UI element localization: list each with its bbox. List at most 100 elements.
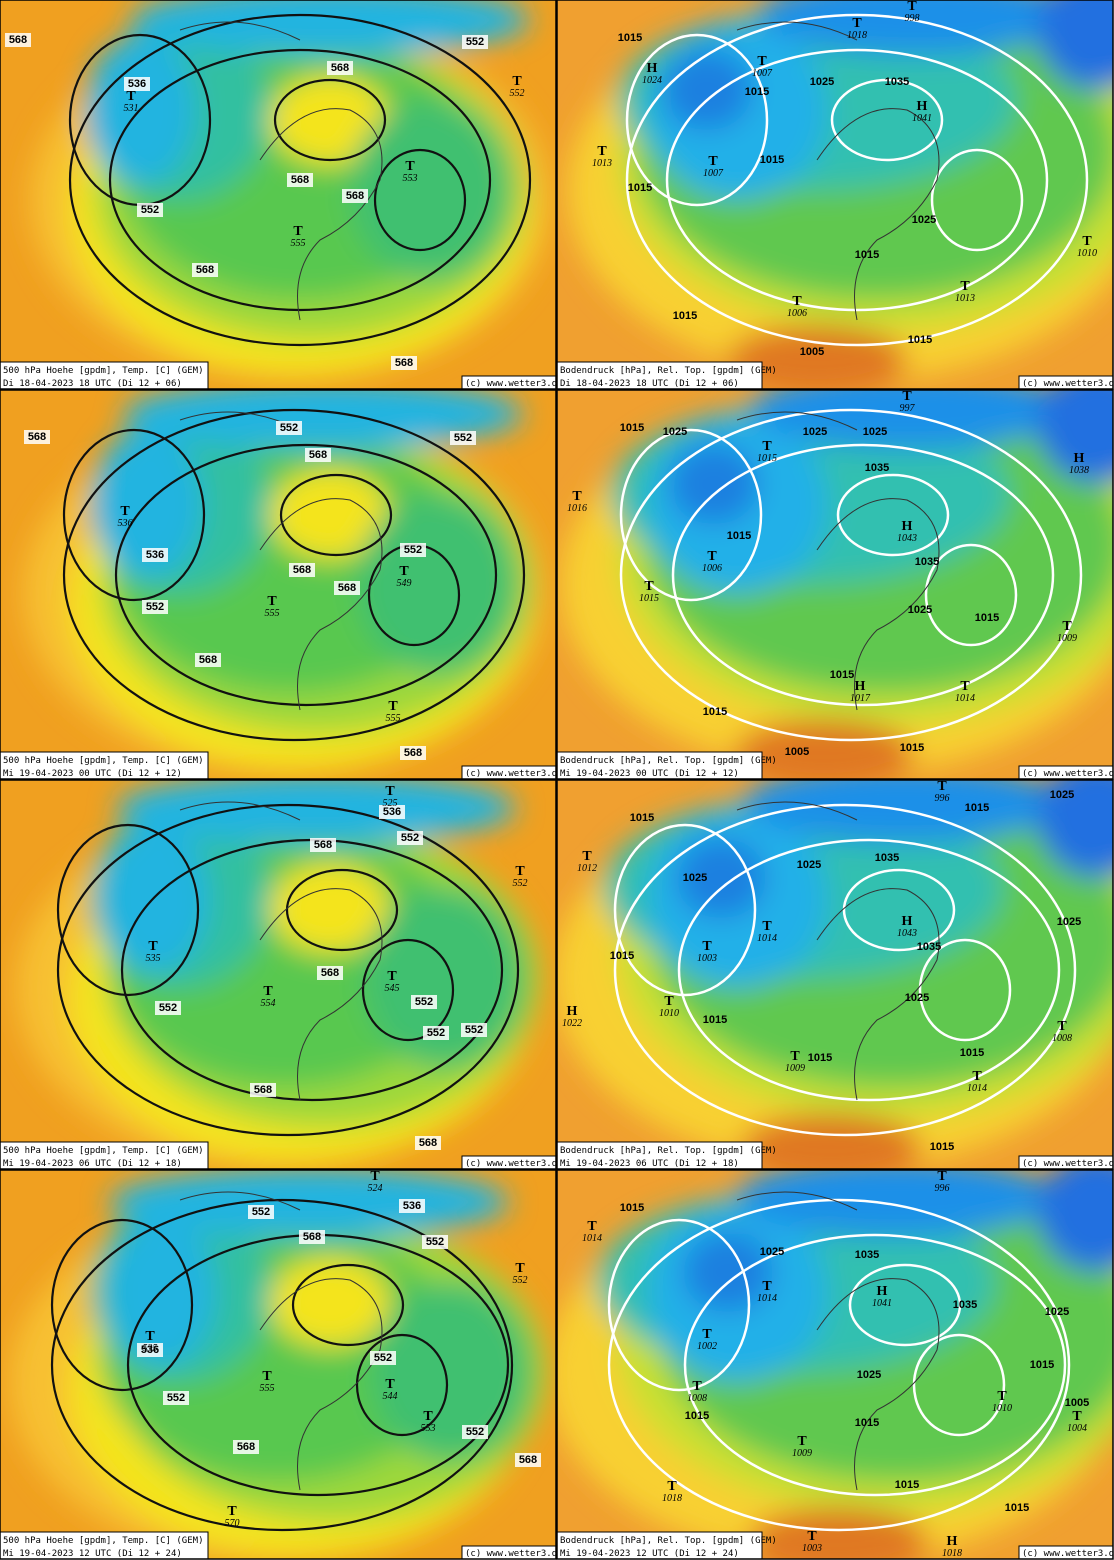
caption-box <box>556 1141 763 1170</box>
contour-label: 552 <box>427 1027 445 1039</box>
contour-label: 1005 <box>1065 1397 1089 1409</box>
caption-box <box>0 361 209 390</box>
contour-label-bg <box>423 1026 449 1040</box>
contour-label: 536 <box>403 1200 421 1212</box>
contour-label: 568 <box>519 1454 537 1466</box>
pressure-center-value: 1009 <box>1057 633 1077 644</box>
color-area <box>727 325 907 389</box>
pressure-center-symbol: T <box>664 994 674 1009</box>
contour-label: 1035 <box>953 1299 977 1311</box>
contour-label: 1015 <box>620 422 644 434</box>
contour-label: 1025 <box>1057 916 1081 928</box>
pressure-center-value: 552 <box>510 88 525 99</box>
pressure-center-value: 535 <box>143 1343 158 1354</box>
contour-label-bg <box>327 61 353 75</box>
contour-label: 536 <box>141 1344 159 1356</box>
contour-label-bg <box>461 1023 487 1037</box>
contour-line <box>62 428 206 602</box>
copyright: (c) www.wetter3.de <box>1022 379 1114 389</box>
pressure-center-symbol: H <box>567 1004 578 1019</box>
contour-line <box>619 428 763 602</box>
pressure-center-value: 1022 <box>562 1018 582 1029</box>
contour-label: 568 <box>291 174 309 186</box>
map-field: 1015 1015 1015 1015 1025 1035 1025 1015 1015 1005… <box>557 0 1113 389</box>
color-area <box>757 0 1077 55</box>
contour-label: 552 <box>252 1206 270 1218</box>
contour-line <box>68 13 532 347</box>
contour-label-bg <box>137 203 163 217</box>
contour-label: 568 <box>199 654 217 666</box>
map-field: 1015 1025 1025 1035 1015 1015 1035 1025 1025 1015… <box>557 779 1113 1169</box>
contour-label: 568 <box>395 357 413 369</box>
pressure-center-value: 1043 <box>897 533 917 544</box>
contour-label-bg <box>415 1136 441 1150</box>
contour-line <box>373 148 467 252</box>
contour-line <box>291 1263 405 1347</box>
contour-label-bg <box>462 35 488 49</box>
pressure-center-symbol: T <box>423 1409 433 1424</box>
caption-title: 500 hPa Hoehe [gpdm], Temp. [C] (GEM) <box>3 1536 203 1546</box>
map-field: 1015 1025 1025 1025 1035 1015 1035 1025 1015 1015… <box>557 390 1113 779</box>
contour-label: 1005 <box>785 746 809 758</box>
pressure-center-value: 1006 <box>787 308 807 319</box>
coastline <box>736 1191 940 1491</box>
pressure-center-value: 1013 <box>592 158 612 169</box>
contour-label-bg <box>450 431 476 445</box>
contour-label: 568 <box>331 62 349 74</box>
color-area <box>357 494 517 674</box>
color-area <box>270 1257 390 1347</box>
contour-line <box>361 938 455 1042</box>
contour-label-bg <box>342 189 368 203</box>
pressure-center-symbol: T <box>126 89 136 104</box>
pressure-center-symbol: H <box>917 99 928 114</box>
contour-line <box>279 473 393 557</box>
contour-label: 1025 <box>797 859 821 871</box>
field-colors <box>557 780 1113 1169</box>
contour-line <box>108 48 492 312</box>
pressure-center-value: 1038 <box>1069 465 1089 476</box>
pressure-center-symbol: T <box>572 489 582 504</box>
panel-border <box>0 779 557 1170</box>
contour-label: 1015 <box>760 154 784 166</box>
contour-label-bg <box>24 430 50 444</box>
contour-label: 1015 <box>618 32 642 44</box>
contour-label: 1015 <box>830 669 854 681</box>
contour-line <box>607 1198 1071 1532</box>
pressure-center-symbol: T <box>937 779 947 794</box>
color-area <box>350 100 510 280</box>
contour-label-bg <box>289 563 315 577</box>
copyright: (c) www.wetter3.de <box>465 769 563 779</box>
caption-title: Bodendruck [hPa], Rel. Top. [gpdm] (GEM) <box>560 1536 777 1546</box>
pressure-center-value: 555 <box>260 1383 275 1394</box>
contour-label: 568 <box>338 582 356 594</box>
contour-line <box>285 868 399 952</box>
contour-label-bg <box>124 77 150 91</box>
pressure-center-value: 1041 <box>872 1298 892 1309</box>
contour-label: 1015 <box>745 86 769 98</box>
pressure-center-value: 544 <box>383 1391 398 1402</box>
color-area <box>662 50 752 130</box>
contour-line <box>50 1218 194 1392</box>
pressure-center-value: 1009 <box>792 1448 812 1459</box>
pressure-center-symbol: T <box>757 54 767 69</box>
pressure-center-value: 1007 <box>752 68 773 79</box>
map-panel: 1015 1025 1025 1025 1035 1015 1035 1025 1015 1015… <box>556 389 1114 780</box>
pressure-center-value: 1012 <box>577 863 597 874</box>
map-field: 1015 1025 1035 1035 1015 1015 1015 1025 1025 1015… <box>557 1170 1113 1559</box>
pressure-center-value: 552 <box>513 1275 528 1286</box>
contour-label: 568 <box>293 564 311 576</box>
pressure-center-value: 1009 <box>785 1063 805 1074</box>
contour-label: 1015 <box>630 812 654 824</box>
pressure-center-symbol: T <box>792 294 802 309</box>
contour-line <box>607 1218 751 1392</box>
pressure-center-value: 525 <box>383 798 398 809</box>
contour-label-bg <box>142 548 168 562</box>
contour-label-bg <box>192 263 218 277</box>
contour-label: 568 <box>346 190 364 202</box>
contour-label-bg <box>399 1199 425 1213</box>
contour-label: 552 <box>159 1002 177 1014</box>
pressure-center-value: 1008 <box>1052 1033 1072 1044</box>
pressure-center-value: 555 <box>265 608 280 619</box>
caption-box <box>556 361 763 390</box>
copyright: (c) www.wetter3.de <box>465 379 563 389</box>
